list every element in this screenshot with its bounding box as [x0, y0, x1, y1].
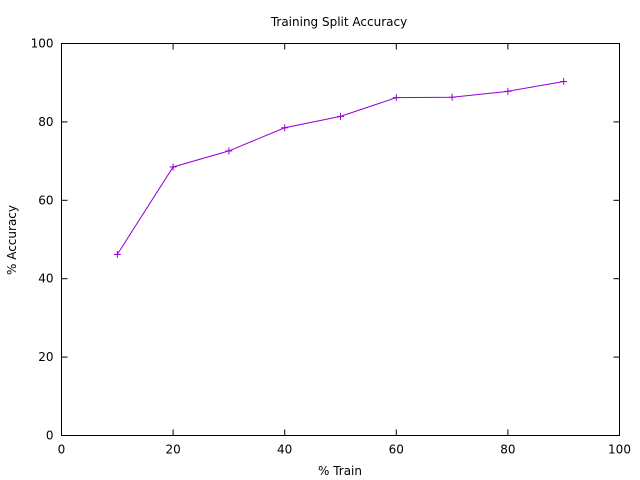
- data-point: [448, 93, 456, 101]
- x-axis-tick-labels: 0 20 40 60 80 100: [58, 443, 631, 457]
- y-tick-label: 40: [38, 272, 53, 286]
- x-axis-label: % Train: [318, 464, 362, 478]
- data-point: [337, 112, 344, 120]
- chart-title: Training Split Accuracy: [270, 15, 407, 29]
- data-point: [281, 124, 289, 132]
- data-point: [560, 78, 568, 86]
- plot-frame: [61, 43, 620, 436]
- x-tick-label: 20: [165, 443, 180, 457]
- y-tick-label: 100: [31, 37, 54, 51]
- x-tick-label: 60: [389, 443, 404, 457]
- y-tick-label: 60: [38, 193, 53, 207]
- series-layer: [113, 78, 568, 258]
- data-point: [225, 147, 233, 155]
- y-axis-ticks: [61, 43, 620, 436]
- x-tick-label: 80: [500, 443, 515, 457]
- y-tick-label: 80: [38, 115, 53, 129]
- data-point: [113, 250, 121, 258]
- x-tick-label: 100: [608, 443, 631, 457]
- y-tick-label: 20: [38, 350, 53, 364]
- data-point: [504, 87, 512, 95]
- y-tick-label: 0: [46, 429, 54, 443]
- data-point: [392, 94, 400, 102]
- x-tick-label: 40: [277, 443, 292, 457]
- series-line: [116, 81, 564, 255]
- y-axis-tick-labels: 0 20 40 60 80 100: [31, 37, 54, 443]
- x-axis-ticks: [61, 43, 620, 436]
- x-tick-label: 0: [58, 443, 66, 457]
- data-point: [169, 163, 177, 171]
- y-axis-label: % Accuracy: [5, 205, 19, 275]
